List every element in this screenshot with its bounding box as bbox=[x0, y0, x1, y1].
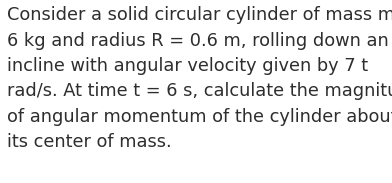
Text: Consider a solid circular cylinder of mass m =
6 kg and radius R = 0.6 m, rollin: Consider a solid circular cylinder of ma… bbox=[7, 6, 392, 151]
